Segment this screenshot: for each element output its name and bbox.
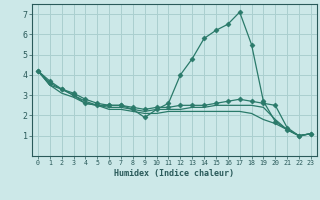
X-axis label: Humidex (Indice chaleur): Humidex (Indice chaleur) <box>115 169 234 178</box>
